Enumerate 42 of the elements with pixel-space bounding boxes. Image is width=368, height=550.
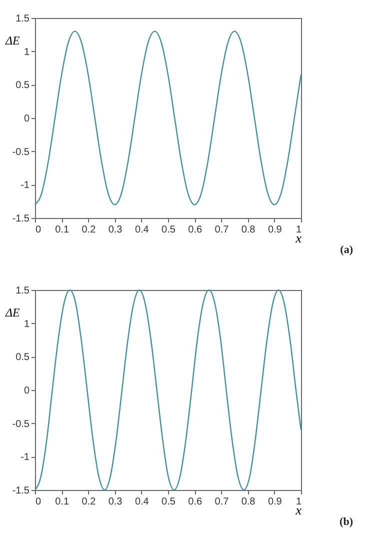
x-tick-label: 0.8 [241,224,256,236]
text: (a) [340,244,354,256]
y-tick-label: 0 [24,386,30,396]
y-tick-label: -1 [20,452,30,464]
y-tick-label: 1 [24,46,30,58]
y-tick-label: 1.5 [16,286,30,296]
y-tick-label: 0.5 [16,80,30,92]
x-tick-label: 0.5 [162,224,176,236]
text: (b) [340,516,354,528]
x-tick-label: 0.7 [214,496,230,508]
x-tick-label: 0.7 [214,224,230,236]
x-tick-label: 0 [36,224,42,236]
line-series [34,30,302,206]
y-tick-label: 1.5 [16,14,30,24]
y-tick-label: -1 [20,180,30,192]
x-tick-label: 0 [36,496,42,508]
x-tick-label: 0.9 [268,496,282,508]
x-tick-label: 1 [296,224,302,236]
x-tick-label: 0.3 [108,224,123,236]
x-tick-label: 0.4 [134,224,150,236]
x-tick-label: 0.1 [55,496,70,508]
x-tick-label: 0.4 [134,496,150,508]
y-tick-label: -1.5 [12,214,30,224]
y-axis-title: ΔE [4,34,21,48]
y-axis-title: ΔE [4,306,21,320]
x-tick-label: 0.8 [241,496,256,508]
x-tick-label: 0.1 [55,224,70,236]
y-tick-label: -0.5 [12,146,30,158]
x-tick-label: 1 [296,496,302,508]
line-series [34,289,302,491]
x-tick-label: 0.9 [268,224,282,236]
y-tick-label: 0 [24,114,30,124]
y-tick-label: -1.5 [12,486,30,496]
x-tick-label: 0.2 [82,224,96,236]
y-tick-label: 0.5 [16,352,30,364]
x-tick-label: 0.6 [188,496,202,508]
x-tick-label: 0.5 [162,496,176,508]
y-tick-label: 1 [24,318,30,330]
x-tick-label: 0.6 [188,224,202,236]
x-tick-label: 0.2 [82,496,96,508]
x-tick-label: 0.3 [108,496,123,508]
y-tick-label: -0.5 [12,418,30,430]
